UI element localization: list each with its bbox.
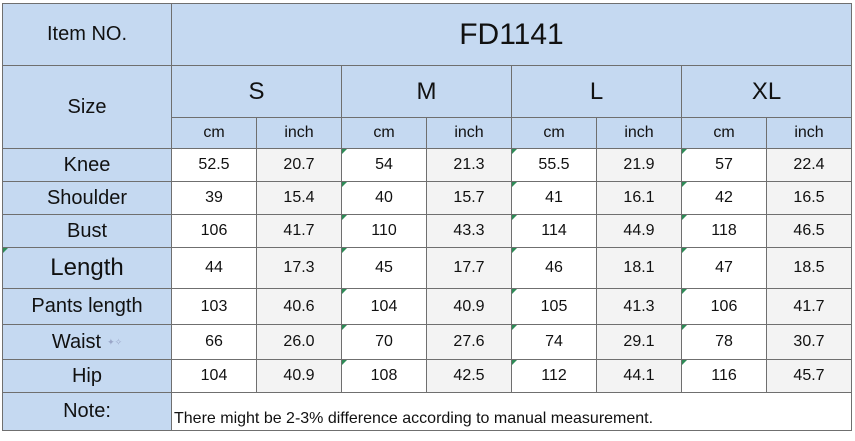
value-cell: 110 (341, 214, 427, 248)
value-cell: 78 (681, 324, 767, 360)
value-cell: 44.9 (596, 214, 682, 248)
size-chart-table: Item NO. FD1141 Size S M L XL cm inch cm… (2, 3, 852, 431)
unit-inch: inch (766, 117, 852, 149)
value-cell: 41.3 (596, 288, 682, 325)
value-cell: 21.3 (426, 148, 512, 182)
value-cell: 74 (511, 324, 597, 360)
value-cell: 40 (341, 181, 427, 215)
value-cell: 16.1 (596, 181, 682, 215)
unit-cm: cm (171, 117, 257, 149)
value-cell: 27.6 (426, 324, 512, 360)
unit-cm: cm (341, 117, 427, 149)
value-cell: 70 (341, 324, 427, 360)
note-row: Note: There might be 2-3% difference acc… (2, 392, 852, 431)
row-label-shoulder: Shoulder (2, 181, 172, 215)
value-cell: 15.4 (256, 181, 342, 215)
unit-row: cm inch cm inch cm inch cm inch (3, 117, 852, 149)
value-cell: 116 (681, 359, 767, 393)
value-cell: 22.4 (766, 148, 852, 182)
table-row: Pants length 103 40.6 104 40.9 105 41.3 … (2, 288, 852, 325)
note-label: Note: (2, 392, 172, 431)
row-label-pants-length: Pants length (2, 288, 172, 325)
watermark-icon: ✦✧ (107, 336, 123, 347)
value-cell: 104 (341, 288, 427, 325)
value-cell: 42 (681, 181, 767, 215)
value-cell: 46.5 (766, 214, 852, 248)
value-cell: 108 (341, 359, 427, 393)
value-cell: 18.5 (766, 247, 852, 289)
value-cell: 20.7 (256, 148, 342, 182)
size-xl-header: XL (681, 65, 852, 118)
value-cell: 46 (511, 247, 597, 289)
value-cell: 30.7 (766, 324, 852, 360)
table-row: Hip 104 40.9 108 42.5 112 44.1 116 45.7 (2, 359, 852, 393)
table-row: Shoulder 39 15.4 40 15.7 41 16.1 42 16.5 (2, 181, 852, 215)
note-text: There might be 2-3% difference according… (171, 392, 852, 431)
row-label-knee: Knee (2, 148, 172, 182)
unit-cm: cm (681, 117, 767, 149)
value-cell: 45.7 (766, 359, 852, 393)
value-cell: 26.0 (256, 324, 342, 360)
value-cell: 57 (681, 148, 767, 182)
value-cell: 21.9 (596, 148, 682, 182)
value-cell: 66 (171, 324, 257, 360)
value-cell: 105 (511, 288, 597, 325)
unit-inch: inch (426, 117, 512, 149)
value-cell: 40.9 (256, 359, 342, 393)
value-cell: 47 (681, 247, 767, 289)
value-cell: 15.7 (426, 181, 512, 215)
value-cell: 52.5 (171, 148, 257, 182)
item-no-value: FD1141 (171, 3, 852, 66)
value-cell: 55.5 (511, 148, 597, 182)
row-label-waist: Waist (51, 330, 102, 353)
row-label-bust: Bust (2, 214, 172, 248)
row-label-length: Length (2, 247, 172, 289)
value-cell: 44 (171, 247, 257, 289)
value-cell: 17.7 (426, 247, 512, 289)
value-cell: 39 (171, 181, 257, 215)
size-row: Size S M L XL (2, 65, 852, 149)
value-cell: 112 (511, 359, 597, 393)
unit-inch: inch (596, 117, 682, 149)
size-l-header: L (511, 65, 682, 118)
item-row: Item NO. FD1141 (2, 3, 852, 66)
value-cell: 42.5 (426, 359, 512, 393)
value-cell: 16.5 (766, 181, 852, 215)
table-row: Knee 52.5 20.7 54 21.3 55.5 21.9 57 22.4 (2, 148, 852, 182)
value-cell: 118 (681, 214, 767, 248)
table-row: Waist ✦✧ 66 26.0 70 27.6 74 29.1 78 30.7 (2, 324, 852, 360)
value-cell: 40.6 (256, 288, 342, 325)
table-row: Length 44 17.3 45 17.7 46 18.1 47 18.5 (2, 247, 852, 289)
value-cell: 45 (341, 247, 427, 289)
unit-cm: cm (511, 117, 597, 149)
value-cell: 106 (171, 214, 257, 248)
size-s-header: S (171, 65, 342, 118)
value-cell: 54 (341, 148, 427, 182)
row-label-waist-cell: Waist ✦✧ (2, 324, 172, 360)
size-label: Size (2, 65, 172, 149)
item-no-label: Item NO. (2, 3, 172, 66)
table-row: Bust 106 41.7 110 43.3 114 44.9 118 46.5 (2, 214, 852, 248)
value-cell: 40.9 (426, 288, 512, 325)
value-cell: 106 (681, 288, 767, 325)
value-cell: 114 (511, 214, 597, 248)
unit-inch: inch (256, 117, 342, 149)
value-cell: 41 (511, 181, 597, 215)
size-m-header: M (341, 65, 512, 118)
value-cell: 17.3 (256, 247, 342, 289)
value-cell: 104 (171, 359, 257, 393)
value-cell: 29.1 (596, 324, 682, 360)
value-cell: 41.7 (766, 288, 852, 325)
row-label-hip: Hip (2, 359, 172, 393)
value-cell: 103 (171, 288, 257, 325)
value-cell: 41.7 (256, 214, 342, 248)
value-cell: 44.1 (596, 359, 682, 393)
value-cell: 18.1 (596, 247, 682, 289)
value-cell: 43.3 (426, 214, 512, 248)
